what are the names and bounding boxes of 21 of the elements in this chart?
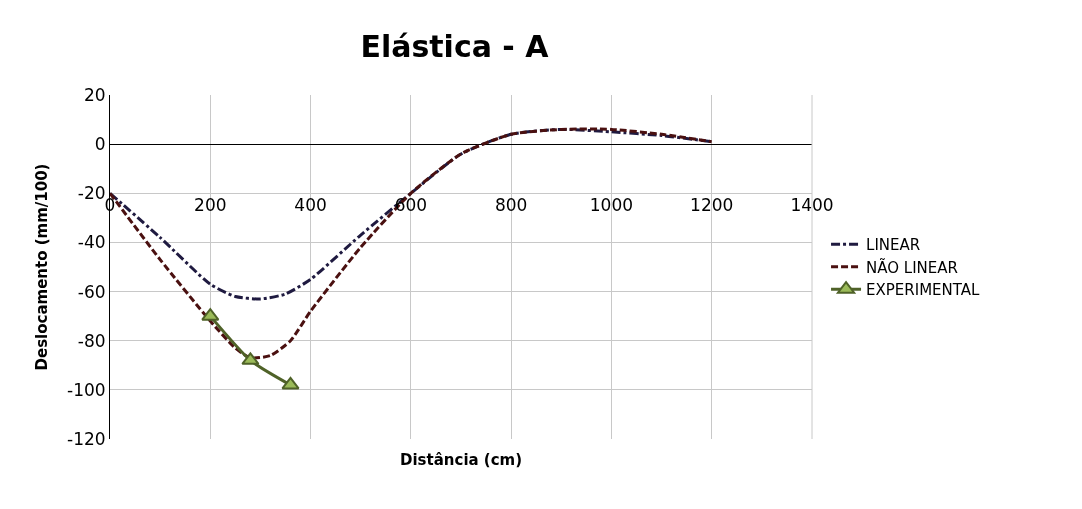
y-tick-label: -40 bbox=[77, 232, 106, 253]
y-tick-label: -100 bbox=[67, 379, 106, 400]
legend-label: NÃO LINEAR bbox=[866, 257, 959, 277]
y-tick-label: 20 bbox=[83, 84, 106, 105]
legend-label: LINEAR bbox=[866, 236, 921, 255]
x-tick-label: 1400 bbox=[790, 195, 834, 216]
legend-label: EXPERIMENTAL bbox=[866, 281, 981, 300]
y-tick-label: -60 bbox=[77, 281, 106, 302]
y-tick-label: -120 bbox=[67, 428, 106, 449]
x-axis-title: Distância (cm) bbox=[400, 451, 523, 469]
x-tick-label: 1000 bbox=[589, 195, 634, 216]
x-tick-label: 800 bbox=[494, 195, 528, 216]
y-axis-title: Deslocamento (mm/100) bbox=[33, 163, 52, 371]
x-tick-label: 400 bbox=[294, 195, 327, 216]
y-tick-label: -80 bbox=[77, 330, 106, 351]
y-tick-label: -20 bbox=[77, 183, 106, 204]
x-tick-label: 1200 bbox=[690, 195, 734, 216]
y-tick-label: 0 bbox=[94, 134, 106, 155]
x-tick-label: 200 bbox=[194, 195, 227, 216]
point bbox=[281, 376, 300, 390]
chart-title: Elástica - A bbox=[360, 28, 550, 64]
